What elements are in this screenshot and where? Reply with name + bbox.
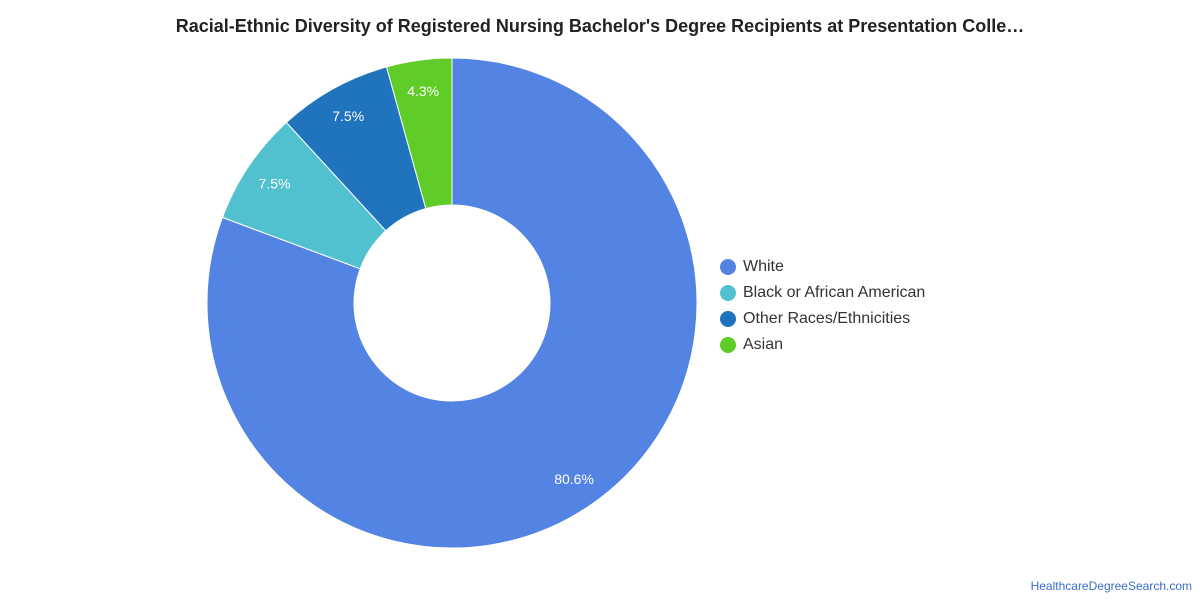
- legend-label-white: White: [743, 258, 784, 275]
- slice-label-black-or-african-american: 7.5%: [259, 175, 291, 191]
- legend-item-white[interactable]: White: [720, 254, 925, 280]
- chart-legend: White Black or African American Other Ra…: [720, 254, 925, 358]
- legend-item-black[interactable]: Black or African American: [720, 280, 925, 306]
- slice-label-white: 80.6%: [554, 471, 594, 487]
- legend-label-other: Other Races/Ethnicities: [743, 310, 911, 327]
- legend-label-black: Black or African American: [743, 284, 926, 301]
- slice-white[interactable]: [206, 57, 698, 549]
- legend-item-other[interactable]: Other Races/Ethnicities: [720, 306, 925, 332]
- legend-item-asian[interactable]: Asian: [720, 332, 925, 358]
- slice-label-asian: 4.3%: [407, 83, 439, 99]
- legend-swatch-asian: [720, 337, 736, 353]
- slice-label-other-races-ethnicities: 7.5%: [332, 108, 364, 124]
- legend-swatch-black: [720, 285, 736, 301]
- legend-label-asian: Asian: [743, 336, 784, 353]
- source-link[interactable]: HealthcareDegreeSearch.com: [1030, 579, 1192, 593]
- slice-asian[interactable]: [385, 57, 453, 210]
- chart-title: Racial-Ethnic Diversity of Registered Nu…: [175, 16, 1025, 36]
- legend-swatch-white: [720, 259, 736, 275]
- legend-swatch-other: [720, 311, 736, 327]
